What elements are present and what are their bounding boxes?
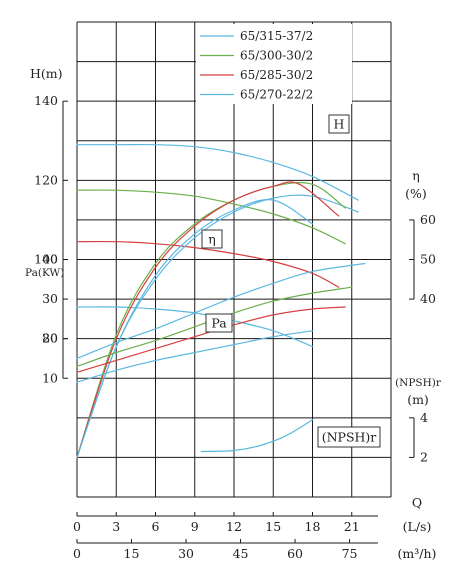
flow-m3h-axis-unit: (m³/h) bbox=[398, 546, 437, 561]
npsh-axis-label: (NPSH)r bbox=[395, 377, 442, 389]
efficiency-tick-label: 50 bbox=[420, 252, 436, 267]
chart-labels: Hη Pa (NPSH)r bbox=[201, 114, 381, 448]
head-curve bbox=[76, 143, 359, 201]
flow-ls-tick-label: 6 bbox=[152, 519, 160, 534]
legend-entry-label: 65/315-37/2 bbox=[240, 29, 313, 43]
flow-m3h-tick-label: 75 bbox=[342, 546, 358, 561]
efficiency-tick-label: 40 bbox=[420, 291, 436, 306]
legend-background bbox=[196, 24, 352, 104]
power-curve-label: Pa bbox=[211, 316, 227, 331]
power-tick-label: 20 bbox=[42, 331, 58, 346]
power-tick-label: 30 bbox=[42, 291, 58, 306]
head-curve-label: H bbox=[334, 117, 345, 132]
npsh-curve-label-box bbox=[317, 426, 381, 448]
flow-m3h-tick-label: 0 bbox=[73, 546, 81, 561]
efficiency-curve-label-box bbox=[201, 229, 223, 249]
efficiency-curve-label: η bbox=[208, 232, 216, 247]
power-axis-label: Pa(KW) bbox=[25, 267, 64, 279]
power-curve bbox=[76, 262, 366, 360]
head-tick-label: 140 bbox=[34, 93, 58, 108]
efficiency-tick-label: 60 bbox=[420, 212, 436, 227]
legend-entry-label: 65/285-30/2 bbox=[240, 68, 313, 82]
chart-legend: 65/315-37/2 65/300-30/2 65/285-30/2 65/270-… bbox=[196, 24, 352, 104]
flow-ls-tick-label: 18 bbox=[305, 519, 321, 534]
power-tick-label: 10 bbox=[42, 370, 58, 385]
flow-ls-tick-label: 3 bbox=[112, 519, 120, 534]
npsh-curve bbox=[200, 419, 314, 453]
npsh-tick-label: 2 bbox=[420, 449, 428, 464]
flow-ls-tick-label: 12 bbox=[226, 519, 242, 534]
head-curve-label-box bbox=[328, 114, 350, 134]
chart-curves bbox=[76, 143, 366, 458]
flow-ls-tick-label: 15 bbox=[265, 519, 281, 534]
power-curve-label-box bbox=[205, 313, 233, 333]
head-axis-label: H(m) bbox=[30, 66, 63, 81]
flow-ls-axis-unit: (L/s) bbox=[403, 519, 432, 534]
legend-entry-label: 65/270-22/2 bbox=[240, 88, 313, 102]
power-curve bbox=[76, 330, 314, 383]
head-curve bbox=[76, 189, 346, 245]
flow-m3h-tick-label: 30 bbox=[178, 546, 194, 561]
flow-m3h-tick-label: 45 bbox=[233, 546, 249, 561]
flow-m3h-tick-label: 15 bbox=[124, 546, 140, 561]
efficiency-curve bbox=[76, 182, 346, 458]
head-tick-label: 100 bbox=[34, 252, 58, 267]
flow-ls-tick-label: 9 bbox=[191, 519, 199, 534]
head-tick-label: 120 bbox=[34, 172, 58, 187]
npsh-tick-label: 4 bbox=[420, 410, 428, 425]
flow-axis-label: Q bbox=[412, 495, 422, 510]
efficiency-axis-unit: (%) bbox=[405, 186, 427, 201]
legend-entry-label: 65/300-30/2 bbox=[240, 49, 313, 63]
efficiency-curve bbox=[76, 181, 340, 458]
flow-m3h-tick-label: 60 bbox=[287, 546, 303, 561]
efficiency-axis-label: η bbox=[412, 168, 420, 183]
chart-axes: H(m)80100120140Pa(KW)10203040η(%)405060(… bbox=[25, 66, 442, 561]
head-tick-label: 80 bbox=[42, 331, 58, 346]
npsh-curve-label: (NPSH)r bbox=[322, 430, 377, 445]
power-tick-label: 40 bbox=[42, 252, 58, 267]
efficiency-curve bbox=[76, 199, 314, 458]
npsh-axis-unit: (m) bbox=[407, 392, 429, 407]
flow-ls-tick-label: 21 bbox=[344, 519, 360, 534]
flow-ls-tick-label: 0 bbox=[73, 519, 81, 534]
